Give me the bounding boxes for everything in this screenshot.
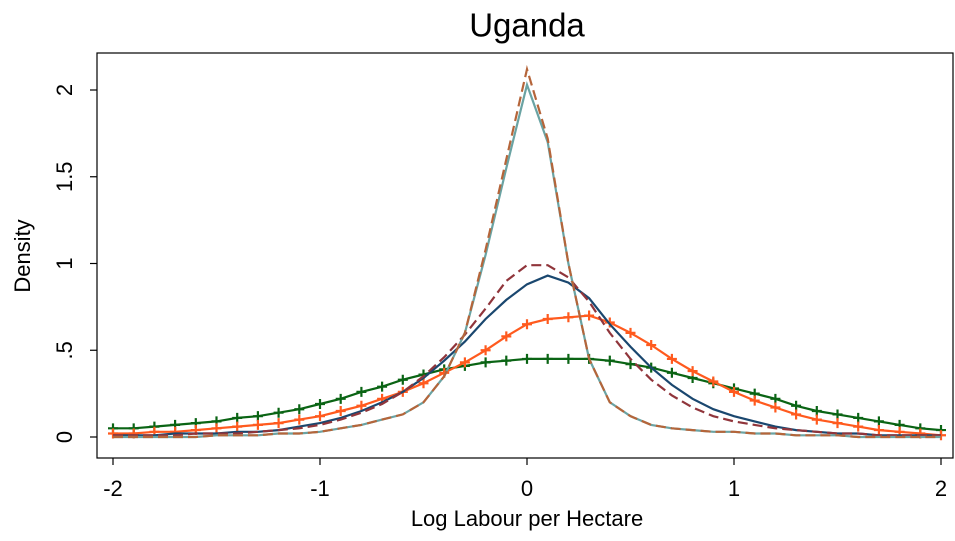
plus-marker <box>832 418 843 429</box>
plus-marker <box>273 418 284 429</box>
plus-marker <box>666 367 677 378</box>
plus-marker <box>252 411 263 422</box>
y-tick-label: 0 <box>52 431 77 443</box>
x-axis-label: Log Labour per Hectare <box>411 506 643 531</box>
y-tick-label: 2 <box>52 84 77 96</box>
plus-marker <box>666 353 677 364</box>
plus-marker <box>646 340 657 351</box>
y-tick-label: .5 <box>52 341 77 359</box>
x-tick-label: 0 <box>521 476 533 501</box>
y-tick-label: 1 <box>52 257 77 269</box>
plus-marker <box>501 355 512 366</box>
plus-marker <box>356 386 367 397</box>
plus-marker <box>522 353 532 364</box>
plus-marker <box>625 359 636 370</box>
plus-marker <box>853 412 864 423</box>
plus-marker <box>273 407 284 418</box>
plus-marker <box>770 393 781 404</box>
plot-frame <box>96 52 954 459</box>
y-tick-label: 1.5 <box>52 161 77 192</box>
plus-marker <box>791 400 802 411</box>
plus-marker <box>584 310 595 321</box>
y-axis-label: Density <box>10 219 35 292</box>
plus-marker <box>811 405 822 416</box>
plus-marker <box>480 345 491 356</box>
x-tick-label: -1 <box>310 476 330 501</box>
plus-marker <box>397 374 408 385</box>
plus-marker <box>418 378 429 389</box>
x-tick-label: 1 <box>728 476 740 501</box>
plus-marker <box>315 411 325 422</box>
chart-title: Uganda <box>469 7 585 44</box>
plus-marker <box>356 400 367 411</box>
density-line <box>113 64 941 439</box>
plus-marker <box>729 386 739 397</box>
plus-marker <box>687 366 698 377</box>
plus-marker <box>811 414 822 425</box>
density-line <box>113 264 941 437</box>
plus-marker <box>563 353 574 364</box>
plus-marker <box>873 425 884 436</box>
plus-marker <box>232 421 243 432</box>
plus-marker <box>335 393 346 404</box>
x-tick-label: 2 <box>935 476 947 501</box>
plus-marker <box>625 327 636 338</box>
plus-marker <box>604 355 615 366</box>
plus-marker <box>232 412 243 423</box>
plus-marker <box>770 402 781 413</box>
plus-marker <box>315 399 325 410</box>
plus-marker <box>708 376 719 387</box>
plus-marker <box>791 409 802 420</box>
plus-marker <box>211 423 222 434</box>
plus-marker <box>749 395 760 406</box>
plus-marker <box>501 331 512 342</box>
plus-marker <box>294 404 305 415</box>
plus-marker <box>459 357 470 368</box>
plus-marker <box>335 405 346 416</box>
plus-marker <box>542 314 553 325</box>
plus-marker <box>542 353 553 364</box>
plus-marker <box>832 409 843 420</box>
plus-marker <box>294 414 305 425</box>
plus-marker <box>252 419 263 430</box>
plus-marker <box>873 416 884 427</box>
plus-marker <box>480 357 491 368</box>
plus-marker <box>563 312 574 323</box>
plus-marker <box>853 421 864 432</box>
plus-marker <box>377 381 388 392</box>
x-tick-label: -2 <box>103 476 123 501</box>
plus-marker <box>522 319 532 330</box>
